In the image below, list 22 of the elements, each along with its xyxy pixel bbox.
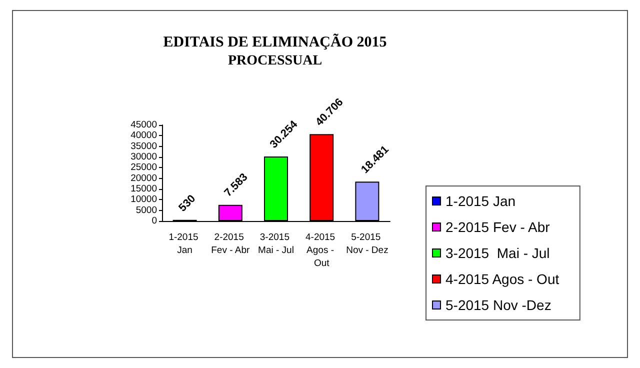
legend-label: 2-2015 Fev - Abr bbox=[446, 219, 550, 235]
y-tick-label: 15000 bbox=[130, 184, 157, 194]
y-tick-label: 5000 bbox=[136, 204, 157, 216]
y-tick-label: 25000 bbox=[130, 162, 157, 174]
y-tick-label: 20000 bbox=[130, 172, 157, 184]
y-tick-label: 10000 bbox=[130, 194, 157, 206]
chart-subtitle: PROCESSUAL bbox=[228, 54, 322, 68]
y-tick-label: 30000 bbox=[130, 152, 157, 162]
x-tick-label: 1-2015 Jan bbox=[168, 232, 201, 256]
x-tick-label: 4-2015 Agos - Out bbox=[305, 232, 338, 269]
legend-label: 1-2015 Jan bbox=[446, 193, 516, 209]
y-tick-label: 40000 bbox=[130, 130, 157, 142]
y-tick-label: 0 bbox=[152, 216, 157, 226]
data-label: 530 bbox=[176, 192, 198, 214]
legend-label: 5-2015 Nov -Dez bbox=[446, 297, 552, 313]
x-tick-label: 3-2015 Mai - Jul bbox=[258, 232, 294, 256]
x-tick-label: 2-2015 Fev - Abr bbox=[211, 232, 250, 256]
legend-label: 4-2015 Agos - Out bbox=[446, 271, 560, 287]
y-tick-label: 35000 bbox=[130, 140, 157, 152]
chart-title: EDITAIS DE ELIMINAÇÃO 2015 bbox=[163, 34, 387, 50]
x-tick-label: 5-2015 Nov - Dez bbox=[346, 232, 389, 256]
y-tick-label: 45000 bbox=[130, 120, 157, 130]
